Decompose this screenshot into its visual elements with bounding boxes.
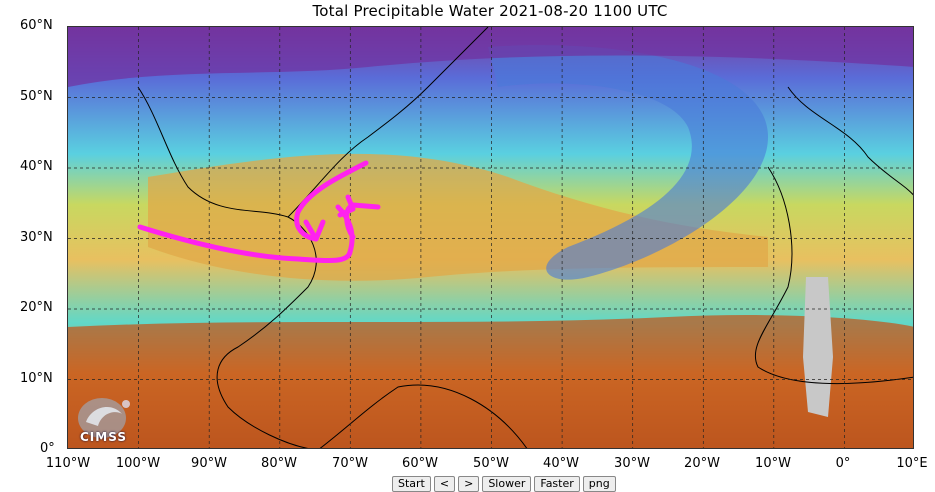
lon-label-20w: 20°W xyxy=(684,456,720,471)
lon-label-70w: 70°W xyxy=(332,456,368,471)
slower-button[interactable]: Slower xyxy=(482,476,532,492)
map-canvas xyxy=(68,27,913,448)
tropical-belt xyxy=(68,315,913,448)
lat-label-0: 0° xyxy=(40,441,55,456)
lon-label-80w: 80°W xyxy=(261,456,297,471)
lon-label-100w: 100°W xyxy=(115,456,161,471)
lat-label-10n: 10°N xyxy=(20,371,53,386)
png-button[interactable]: png xyxy=(582,476,616,492)
lat-label-50n: 50°N xyxy=(20,89,53,104)
coastlines xyxy=(137,27,913,448)
map-title: Total Precipitable Water 2021-08-20 1100… xyxy=(312,2,668,20)
lat-label-30n: 30°N xyxy=(20,230,53,245)
lon-label-30w: 30°W xyxy=(614,456,650,471)
lon-label-40w: 40°W xyxy=(543,456,579,471)
faster-button[interactable]: Faster xyxy=(534,476,580,492)
lat-label-60n: 60°N xyxy=(20,18,53,33)
dry-north xyxy=(68,27,913,87)
hand-drawn-annotation xyxy=(137,160,381,264)
lon-label-10w: 10°W xyxy=(755,456,791,471)
dry-swirl xyxy=(488,45,768,280)
lat-label-40n: 40°N xyxy=(20,159,53,174)
start-button[interactable]: Start xyxy=(392,476,431,492)
no-data-region xyxy=(803,277,833,417)
lon-label-10e: 10°E xyxy=(896,456,928,471)
animation-controls: Start < > Slower Faster png xyxy=(392,476,616,492)
lon-label-0: 0° xyxy=(835,456,851,471)
next-frame-button[interactable]: > xyxy=(458,476,480,492)
lat-label-20n: 20°N xyxy=(20,300,53,315)
lon-label-60w: 60°W xyxy=(402,456,438,471)
lon-label-50w: 50°W xyxy=(473,456,509,471)
cimss-logo-icon xyxy=(78,398,130,438)
cimss-logo-text: CIMSS xyxy=(80,430,127,444)
previous-frame-button[interactable]: < xyxy=(433,476,456,492)
lon-label-110w: 110°W xyxy=(45,456,91,471)
lon-label-90w: 90°W xyxy=(191,456,227,471)
precipitable-water-map xyxy=(67,26,914,449)
